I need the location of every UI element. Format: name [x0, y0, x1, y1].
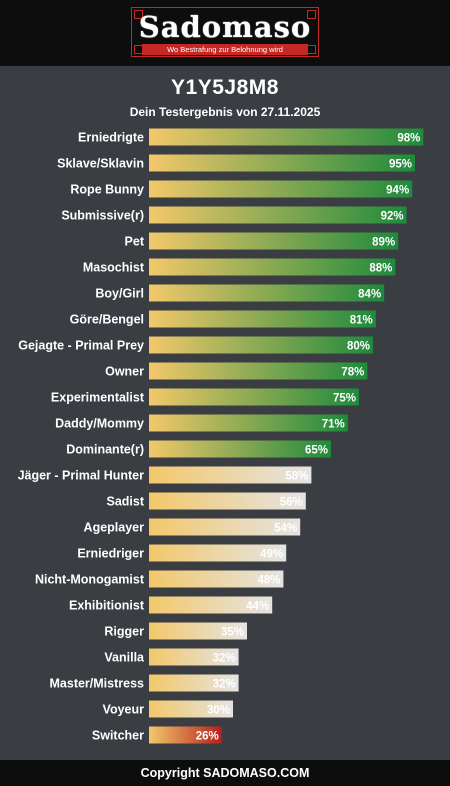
bar — [149, 518, 301, 536]
logo-corner-ornament — [307, 45, 316, 54]
bar-category-label: Erniedriger — [77, 547, 144, 561]
bar-category-label: Pet — [125, 235, 145, 249]
bar-value-label: 35% — [221, 627, 244, 639]
bar-category-label: Sklave/Sklavin — [57, 157, 144, 171]
bar — [149, 128, 424, 146]
bar-category-label: Gejagte - Primal Prey — [18, 339, 144, 353]
logo-corner-ornament — [307, 10, 316, 19]
bar-value-label: 65% — [305, 445, 328, 457]
bar-category-label: Boy/Girl — [95, 287, 144, 301]
logo-wordmark: Sadomaso — [138, 10, 312, 44]
bar-value-label: 32% — [213, 679, 236, 691]
bar-value-label: 71% — [322, 419, 345, 431]
bar — [149, 544, 287, 562]
bar-category-label: Masochist — [83, 261, 145, 275]
bar-value-label: 89% — [372, 237, 395, 249]
bar-category-label: Voyeur — [103, 703, 145, 717]
bar — [149, 674, 239, 692]
logo-tagline: Wo Bestrafung zur Belohnung wird — [142, 44, 308, 55]
bar-value-label: 80% — [347, 341, 370, 353]
page-title: Y1Y5J8M8 — [171, 76, 279, 99]
bar-category-label: Submissive(r) — [61, 209, 144, 223]
bar — [149, 440, 331, 458]
bar — [149, 596, 273, 614]
bar-category-label: Experimentalist — [51, 391, 145, 405]
bar-value-label: 44% — [246, 601, 269, 613]
bar-value-label: 98% — [397, 133, 420, 145]
bar — [149, 232, 399, 250]
bar-category-label: Dominante(r) — [66, 443, 144, 457]
bar-value-label: 75% — [333, 393, 356, 405]
bar-value-label: 92% — [381, 211, 404, 223]
site-logo[interactable]: Sadomaso Wo Bestrafung zur Belohnung wir… — [131, 7, 319, 57]
bar-category-label: Ageplayer — [84, 521, 145, 535]
bar-value-label: 81% — [350, 315, 373, 327]
bar — [149, 362, 368, 380]
bar-category-label: Daddy/Mommy — [55, 417, 144, 431]
bar — [149, 648, 239, 666]
bar — [149, 700, 233, 718]
bar-category-label: Jäger - Primal Hunter — [18, 469, 145, 483]
bar — [149, 466, 312, 484]
bar-category-label: Göre/Bengel — [70, 313, 144, 327]
bar — [149, 206, 407, 224]
bar-category-label: Switcher — [92, 729, 144, 743]
bar-category-label: Erniedrigte — [78, 131, 144, 145]
bar — [149, 570, 284, 588]
bar-value-label: 56% — [280, 497, 303, 509]
bar-value-label: 94% — [386, 185, 409, 197]
bar-value-label: 84% — [358, 289, 381, 301]
bar — [149, 388, 359, 406]
bar-category-label: Owner — [105, 365, 144, 379]
bar-category-label: Rope Bunny — [70, 183, 144, 197]
bar-category-label: Rigger — [104, 625, 144, 639]
copyright-footer: Copyright SADOMASO.COM — [0, 760, 450, 786]
bar — [149, 154, 415, 172]
bar-category-label: Nicht-Monogamist — [35, 573, 145, 587]
bar — [149, 336, 373, 354]
bar — [149, 258, 396, 276]
bar — [149, 622, 247, 640]
bar-category-label: Sadist — [106, 495, 144, 509]
header-bar: Sadomaso Wo Bestrafung zur Belohnung wir… — [0, 0, 450, 66]
bar — [149, 310, 376, 328]
bar — [149, 414, 348, 432]
bar — [149, 284, 385, 302]
bar-category-label: Exhibitionist — [69, 599, 145, 613]
bar-value-label: 95% — [389, 159, 412, 171]
bar-value-label: 78% — [341, 367, 364, 379]
bar — [149, 180, 413, 198]
result-date-subtitle: Dein Testergebnis von 27.11.2025 — [129, 105, 321, 119]
result-bar-chart: Erniedrigte 98% Sklave/Sklavin 95% Rope Bunn… — [18, 128, 424, 744]
bar — [149, 726, 222, 744]
bar-value-label: 49% — [260, 549, 283, 561]
bar — [149, 492, 306, 510]
bar-value-label: 88% — [369, 263, 392, 275]
logo-corner-ornament — [134, 10, 143, 19]
bar-value-label: 30% — [207, 705, 230, 717]
bar-category-label: Master/Mistress — [50, 677, 145, 691]
bar-value-label: 54% — [274, 523, 297, 535]
bar-value-label: 26% — [196, 731, 219, 743]
bar-value-label: 48% — [257, 575, 280, 587]
bar-category-label: Vanilla — [104, 651, 145, 665]
bar-value-label: 32% — [213, 653, 236, 665]
bar-value-label: 58% — [285, 471, 308, 483]
